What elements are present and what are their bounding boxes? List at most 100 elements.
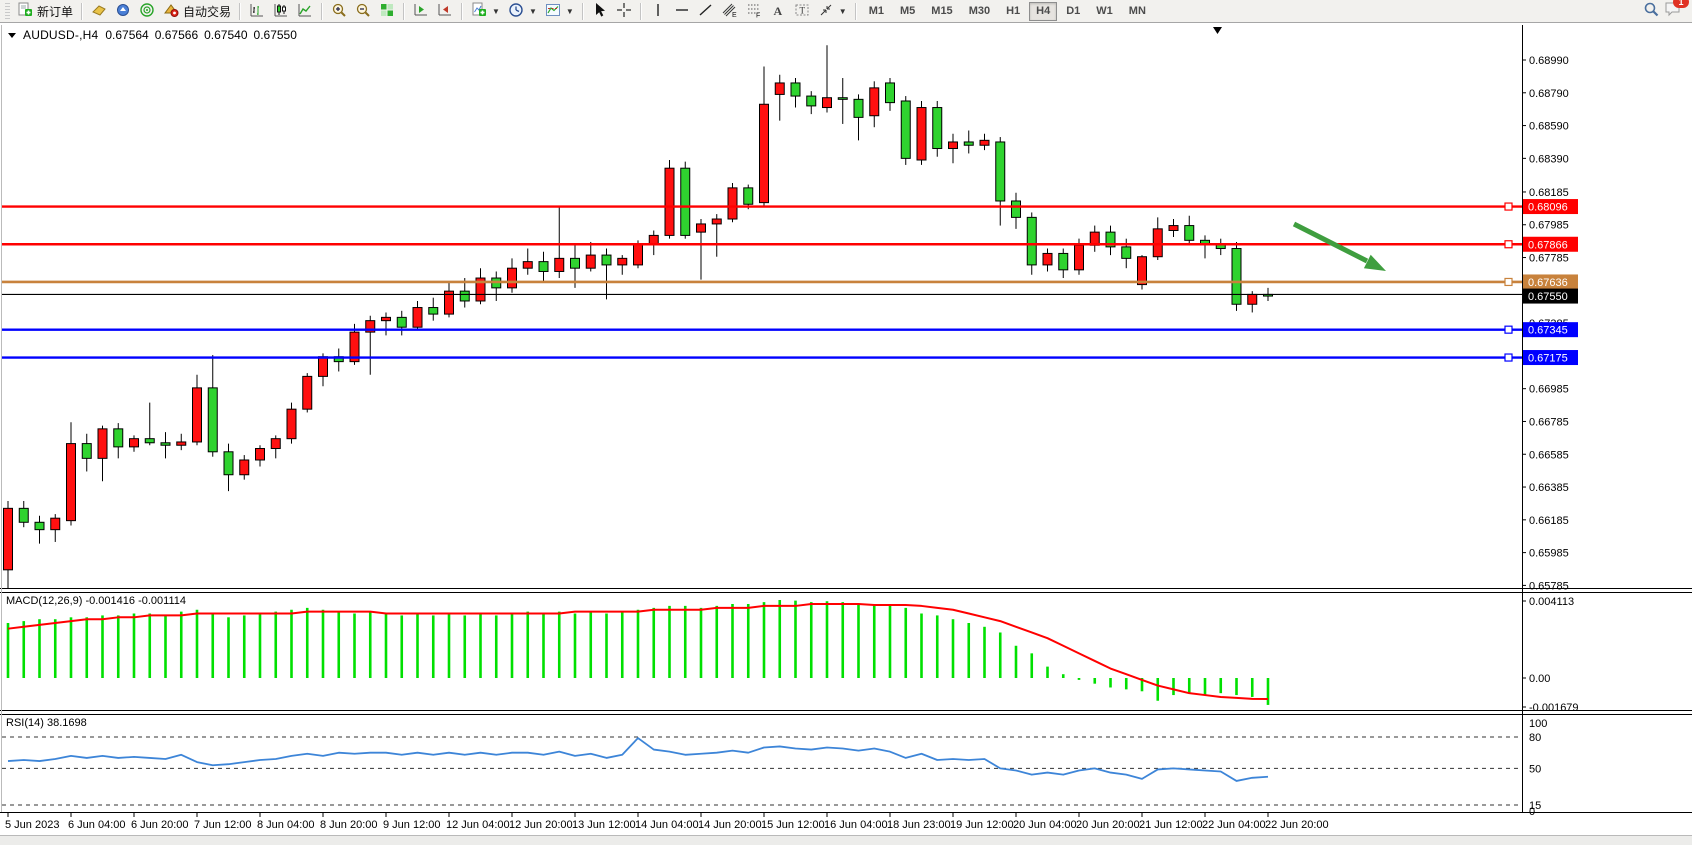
chart-symbol-label: AUDUSD-,H4 xyxy=(23,28,99,42)
bear-candle xyxy=(459,290,470,302)
text-button[interactable]: A xyxy=(766,1,790,21)
horizontal-line-button[interactable] xyxy=(670,1,694,21)
price-badge-label: 0.67636 xyxy=(1528,277,1568,289)
bull-candle xyxy=(822,97,832,109)
fibonacci-button[interactable]: F xyxy=(742,1,766,21)
rsi-indicator-label: RSI(14) 38.1698 xyxy=(6,717,87,729)
bull-candle xyxy=(1042,252,1053,266)
cursor-button[interactable] xyxy=(588,1,612,21)
line-anchor-handle[interactable] xyxy=(1504,240,1513,249)
rsi-axis-label: 15 xyxy=(1529,800,1541,812)
search-button[interactable] xyxy=(1639,1,1664,21)
separator xyxy=(581,2,584,20)
bear-candle xyxy=(18,507,29,523)
date-tick-label: 5 Jun 2023 xyxy=(5,819,59,831)
periods-icon xyxy=(508,2,524,21)
timeframe-d1-button[interactable]: D1 xyxy=(1059,2,1087,21)
signals-button[interactable] xyxy=(135,1,159,21)
zoom-out-button[interactable] xyxy=(351,1,375,21)
bear-candle xyxy=(207,387,218,453)
bar-high-value: 0.67566 xyxy=(154,28,199,42)
price-badge-label: 0.67175 xyxy=(1528,353,1568,365)
bull-candle xyxy=(648,234,659,245)
price-axis: 0.68990 0.68790 0.68590 0.68390 0.68185 0.679… xyxy=(1522,55,1579,818)
arrows-button[interactable]: ▼ xyxy=(814,1,851,21)
bear-candle xyxy=(1026,216,1037,266)
indicators-button[interactable]: ▼ xyxy=(467,1,504,21)
timeframe-m5-button[interactable]: M5 xyxy=(893,2,922,21)
candlestick-chart-button[interactable] xyxy=(269,1,293,21)
chart-symbol-bar[interactable]: AUDUSD-,H4 0.67564 0.67566 0.67540 0.675… xyxy=(8,28,297,42)
line-chart-button[interactable] xyxy=(293,1,317,21)
chart-shift-button[interactable] xyxy=(433,1,457,21)
toolbar-grip[interactable] xyxy=(5,3,10,19)
date-tick-label: 21 Jun 12:00 xyxy=(1139,819,1203,831)
bull-candle xyxy=(129,438,139,448)
bear-candle xyxy=(995,141,1006,202)
market-watch-button[interactable] xyxy=(111,1,135,21)
periods-button[interactable]: ▼ xyxy=(504,1,541,21)
templates-button[interactable]: ▼ xyxy=(541,1,578,21)
timeframe-h4-button[interactable]: H4 xyxy=(1029,1,1058,21)
bear-candle xyxy=(396,316,407,328)
bar-chart-button[interactable] xyxy=(245,1,269,21)
bear-candle xyxy=(34,521,45,531)
bear-candle xyxy=(1184,225,1195,241)
vertical-line-button[interactable] xyxy=(646,1,670,21)
dropdown-caret: ▼ xyxy=(492,6,500,16)
price-tick-label: 0.67785 xyxy=(1529,253,1569,265)
bar-low-value: 0.67540 xyxy=(204,28,248,42)
text-label-button[interactable]: T xyxy=(790,1,814,21)
price-tick-label: 0.68590 xyxy=(1529,121,1569,133)
bull-candle xyxy=(1137,256,1147,286)
price-tick-label: 0.66385 xyxy=(1529,482,1569,494)
price-chart-canvas[interactable]: 0.68990 0.68790 0.68590 0.68390 0.68185 0.679… xyxy=(0,23,1692,844)
chart-window-button[interactable] xyxy=(87,1,111,21)
bull-candle xyxy=(759,103,769,204)
separator xyxy=(321,2,324,20)
candlestick-chart-icon xyxy=(273,2,289,21)
tile-windows-button[interactable] xyxy=(375,1,399,21)
timeframe-m1-button[interactable]: M1 xyxy=(862,2,891,21)
zoom-in-button[interactable] xyxy=(327,1,351,21)
line-anchor-handle[interactable] xyxy=(1504,202,1513,211)
timeframe-h1-button[interactable]: H1 xyxy=(999,2,1027,21)
auto-scroll-button[interactable] xyxy=(409,1,433,21)
macd-signal-line xyxy=(7,603,1269,701)
bear-candle xyxy=(743,187,754,205)
horizontal-lines-layer[interactable] xyxy=(2,202,1522,362)
notifications-button[interactable]: 1 xyxy=(1664,0,1689,22)
line-anchor-handle[interactable] xyxy=(1504,353,1513,362)
chart-window: AUDUSD-,H4 0.67564 0.67566 0.67540 0.675… xyxy=(0,23,1692,845)
date-tick-label: 7 Jun 12:00 xyxy=(194,819,252,831)
date-tick-label: 9 Jun 12:00 xyxy=(383,819,441,831)
timeframe-mn-button[interactable]: MN xyxy=(1122,2,1153,21)
vertical-line-icon xyxy=(650,2,666,21)
equidistant-channel-button[interactable]: E xyxy=(718,1,742,21)
main-toolbar: 新订单 自动交易 ▼ ▼ ▼ E F A T ▼ M1 M5 M15 M30 H… xyxy=(0,0,1692,23)
bull-candle xyxy=(696,223,706,233)
bull-candle xyxy=(664,167,675,236)
timeframe-m30-button[interactable]: M30 xyxy=(962,2,997,21)
indicators-icon xyxy=(471,2,487,21)
line-anchor-handle[interactable] xyxy=(1504,325,1513,334)
bear-candle xyxy=(538,261,549,272)
trend-arrow[interactable] xyxy=(1292,221,1386,271)
trendline-button[interactable] xyxy=(694,1,718,21)
rsi-axis-label: 50 xyxy=(1529,763,1541,775)
chevron-down-icon[interactable] xyxy=(8,32,16,38)
bull-candle xyxy=(286,408,297,440)
rsi-line xyxy=(7,737,1269,782)
date-tick-label: 14 Jun 20:00 xyxy=(698,819,762,831)
crosshair-button[interactable] xyxy=(612,1,636,21)
timeframe-w1-button[interactable]: W1 xyxy=(1089,2,1120,21)
new-order-button[interactable]: 新订单 xyxy=(13,1,77,21)
bull-candle xyxy=(50,517,61,531)
bull-candle xyxy=(1074,244,1084,271)
line-anchor-handle[interactable] xyxy=(1504,277,1513,287)
auto-trading-button[interactable]: 自动交易 xyxy=(159,1,235,21)
price-badge-label: 0.67866 xyxy=(1528,239,1568,251)
date-tick-label: 22 Jun 20:00 xyxy=(1265,819,1329,831)
date-tick-label: 8 Jun 20:00 xyxy=(320,819,378,831)
timeframe-m15-button[interactable]: M15 xyxy=(924,2,959,21)
